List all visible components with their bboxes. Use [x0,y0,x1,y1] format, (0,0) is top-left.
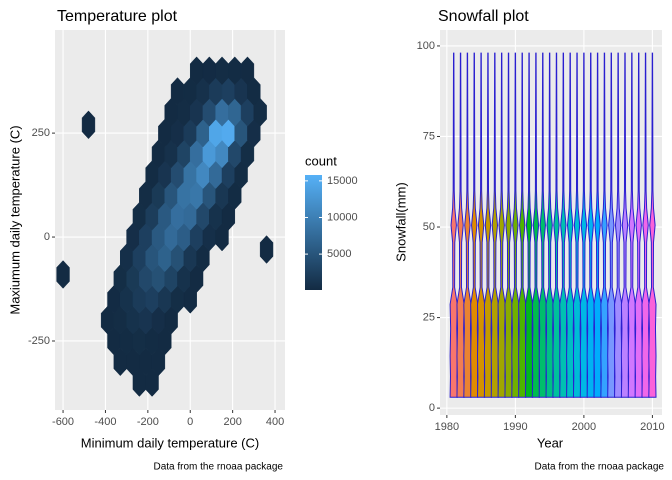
chart-title: Snowfall plot [438,8,529,25]
chart-title: Temperature plot [57,8,178,25]
hex-cell [259,235,274,264]
x-tick-label: 2000 [572,421,596,433]
y-tick-label: 100 [417,40,435,52]
hex-cell [81,110,96,140]
x-tick-label: 0 [187,416,193,428]
x-tick-label: 200 [223,416,241,428]
y-tick-label: 250 [32,127,50,139]
x-tick-label: -400 [94,416,116,428]
x-tick-label: -200 [137,416,159,428]
x-tick-label: 2010 [640,421,664,433]
x-tick-label: 1980 [435,421,459,433]
y-tick-label: 50 [423,221,435,233]
legend-title: count [305,153,337,168]
y-tick-label: 25 [423,311,435,323]
caption: Data from the rnoaa package [534,462,664,473]
y-axis-title: Maxiumum daily temperature (C) [7,125,22,314]
x-tick-label: 1990 [503,421,527,433]
legend-label: 15000 [327,175,358,187]
legend-label: 5000 [327,248,351,260]
violin [648,52,657,398]
legend-colorbar [305,175,322,290]
x-axis-title: Year [537,435,564,450]
x-tick-label: 400 [266,416,284,428]
y-tick-label: 0 [44,231,50,243]
legend-label: 10000 [327,211,358,223]
hex-cell [240,56,255,86]
hex-cell [56,260,70,289]
y-tick-label: -250 [28,335,50,347]
x-axis-title: Minimum daily temperature (C) [81,435,259,450]
y-tick-label: 75 [423,130,435,142]
x-tick-label: -600 [52,416,74,428]
y-axis-title: Snowfall(mm) [393,182,408,261]
y-tick-label: 0 [429,402,435,414]
caption: Data from the rnoaa package [153,462,283,473]
